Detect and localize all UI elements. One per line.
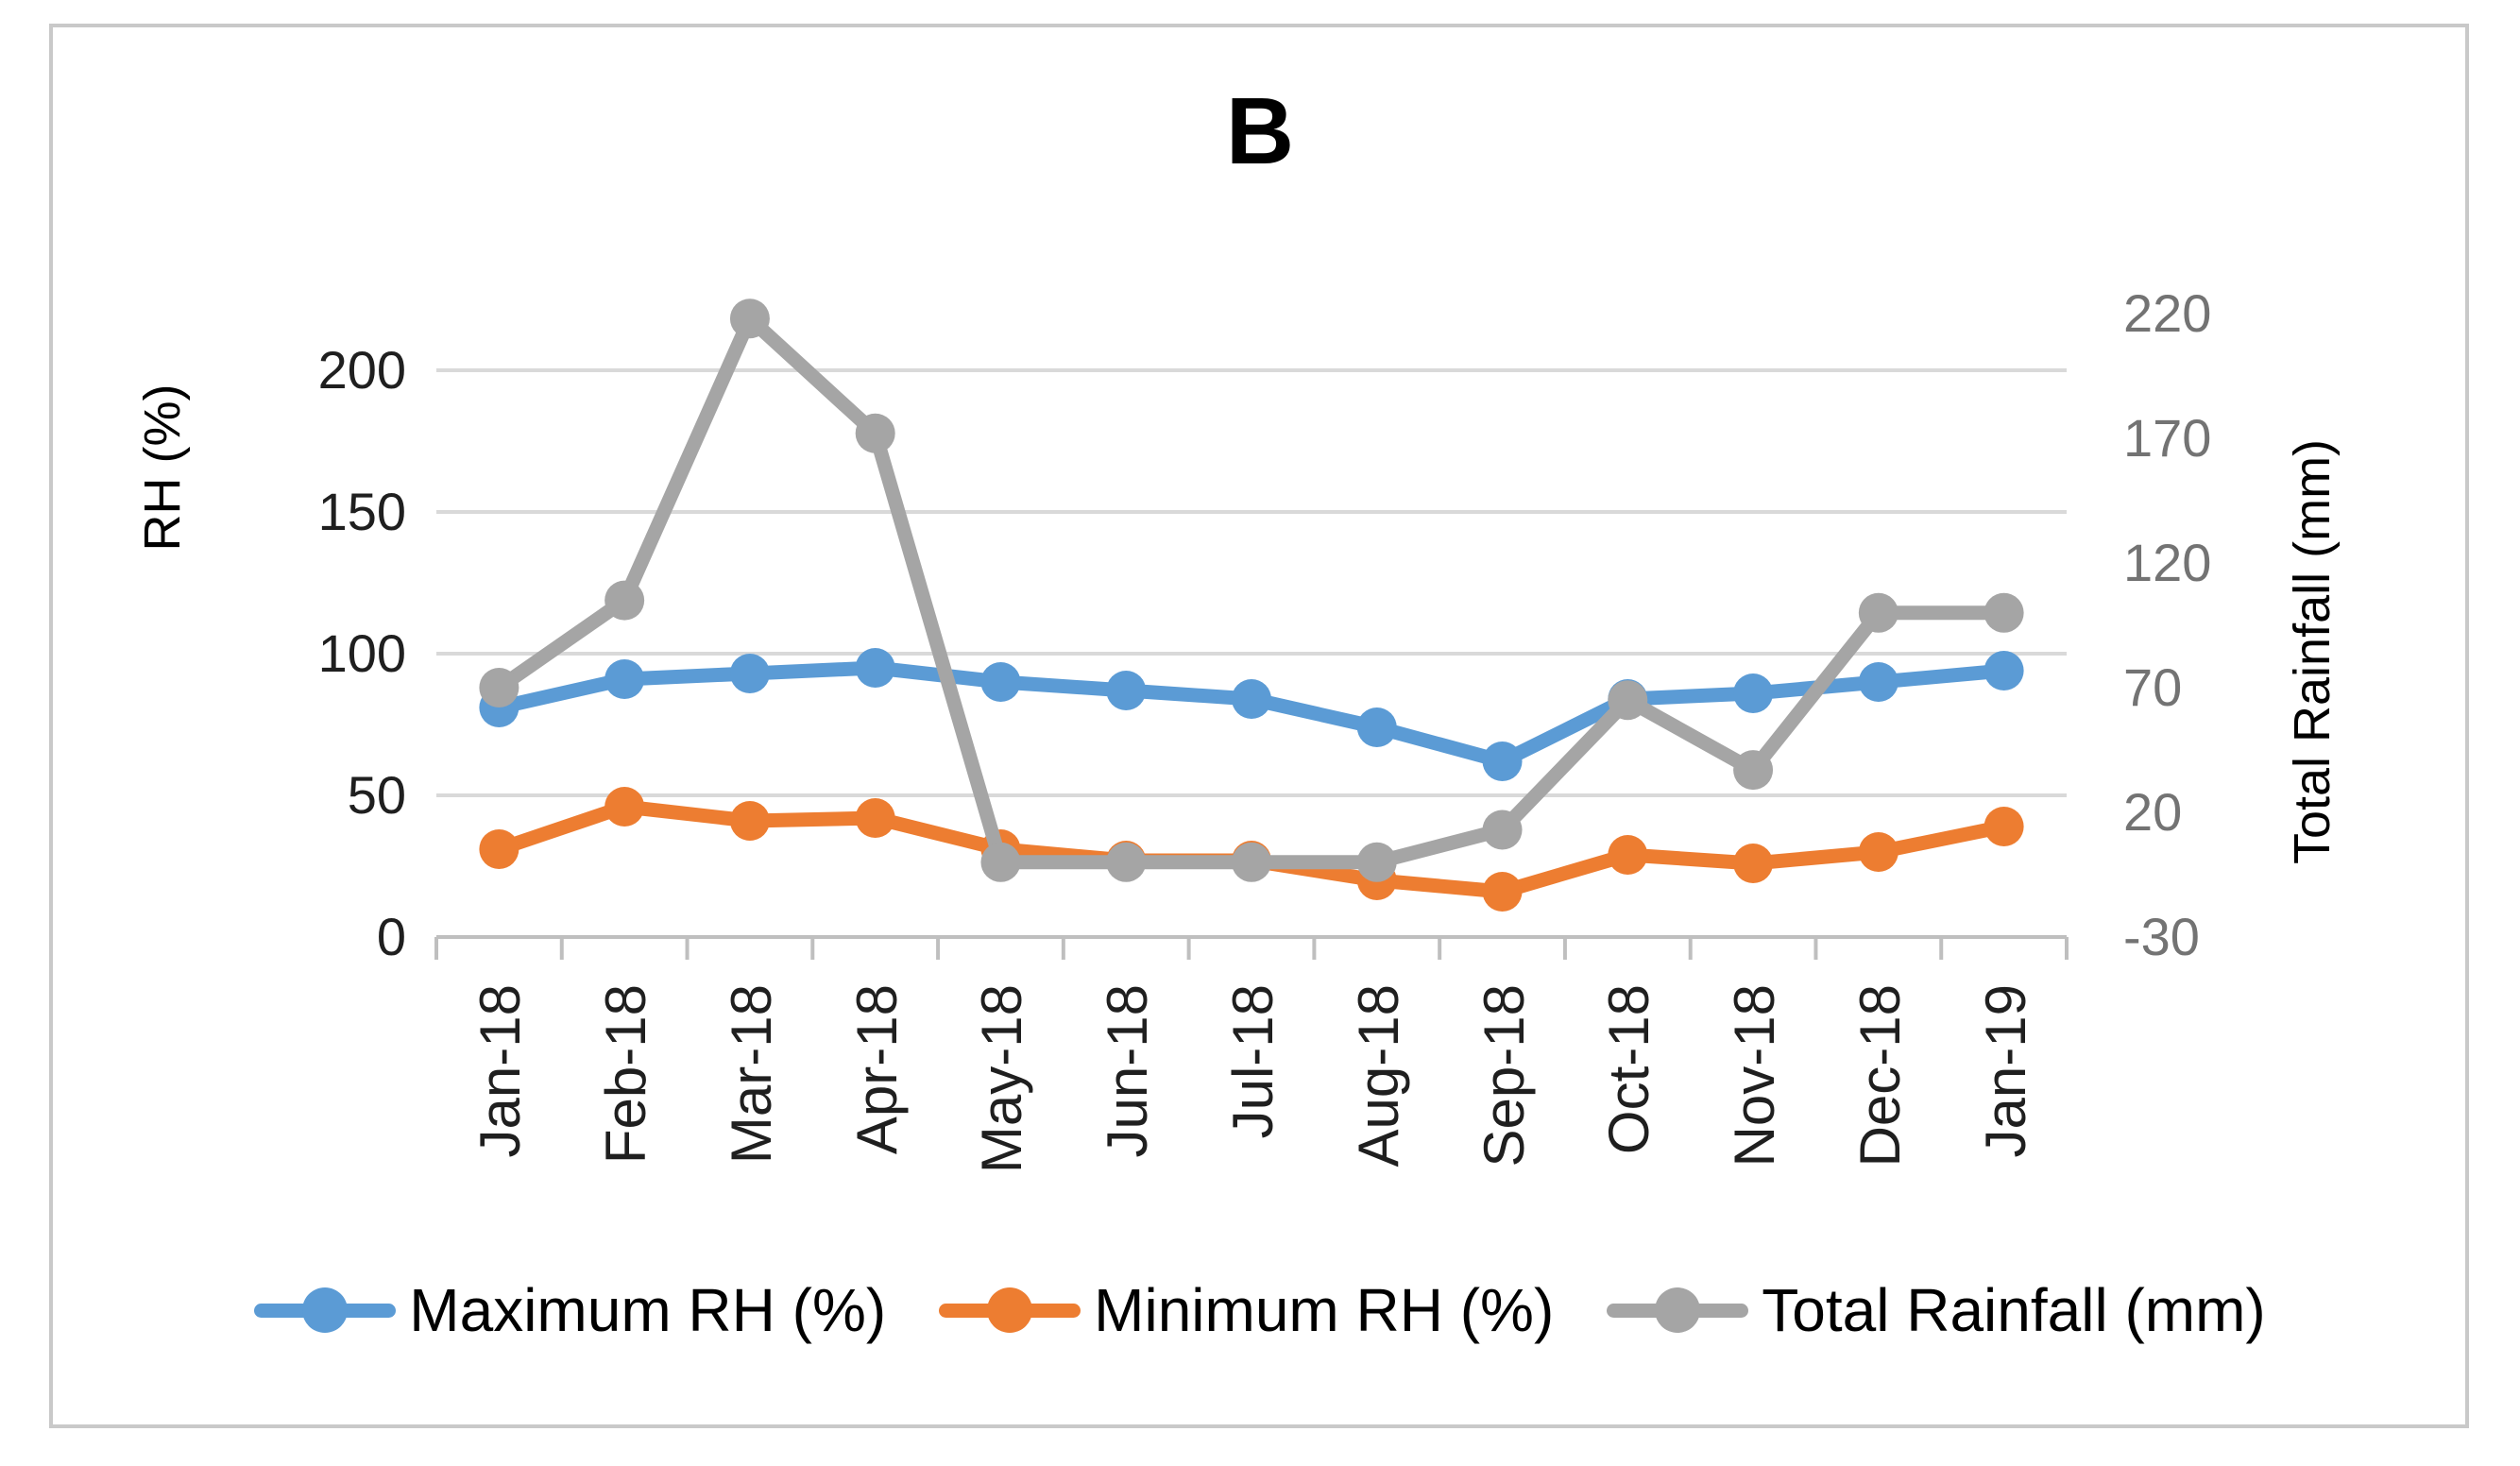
legend-item: Total Rainfall (mm) bbox=[1607, 1276, 2266, 1344]
data-point bbox=[1232, 679, 1271, 719]
data-point bbox=[1106, 671, 1147, 710]
legend-item: Minimum RH (%) bbox=[939, 1277, 1554, 1343]
data-point bbox=[1356, 707, 1397, 747]
data-point bbox=[1733, 750, 1774, 791]
x-category-label: Jul-18 bbox=[1221, 984, 1285, 1139]
data-point bbox=[729, 654, 770, 693]
data-point bbox=[1608, 680, 1648, 721]
data-point bbox=[1984, 592, 2024, 633]
data-point bbox=[729, 801, 770, 841]
x-category-label: Jan-18 bbox=[468, 984, 533, 1158]
x-category-label: Dec-18 bbox=[1847, 984, 1912, 1168]
legend-dot-icon bbox=[302, 1287, 349, 1333]
data-point bbox=[855, 798, 895, 838]
data-point bbox=[1482, 872, 1523, 912]
data-point bbox=[479, 829, 519, 869]
right-axis-title: Total Rainfall (mm) bbox=[2284, 438, 2341, 865]
data-point bbox=[1858, 662, 1899, 702]
x-category-label: May-18 bbox=[970, 984, 1034, 1174]
data-point bbox=[1106, 842, 1147, 882]
series-line-total-rainfall-mm bbox=[491, 311, 2012, 870]
data-point bbox=[980, 662, 1021, 702]
y-tick-label-right: -30 bbox=[2123, 907, 2200, 966]
left-axis-title: RH (%) bbox=[134, 384, 191, 552]
data-point bbox=[1232, 842, 1271, 882]
x-category-label: Aug-18 bbox=[1346, 984, 1410, 1168]
x-category-label: Jan-19 bbox=[1973, 984, 2037, 1158]
data-point bbox=[729, 298, 770, 339]
y-tick-label-left: 0 bbox=[376, 907, 406, 966]
y-tick-label-left: 50 bbox=[347, 765, 406, 825]
y-tick-label-right: 120 bbox=[2123, 533, 2212, 592]
legend: Maximum RH (%) Minimum RH (%) Total Rainfa… bbox=[0, 1277, 2520, 1343]
data-point bbox=[855, 413, 895, 453]
y-tick-label-left: 100 bbox=[317, 623, 406, 683]
data-point bbox=[1733, 844, 1774, 883]
y-tick-label-right: 20 bbox=[2123, 782, 2183, 842]
legend-line-marker-icon bbox=[939, 1287, 1081, 1333]
x-category-label: Mar-18 bbox=[719, 984, 783, 1165]
y-tick-label-right: 70 bbox=[2123, 657, 2183, 717]
y-tick-label-right: 170 bbox=[2123, 408, 2212, 468]
data-point bbox=[604, 787, 645, 827]
data-point bbox=[604, 580, 645, 621]
data-point bbox=[1608, 835, 1648, 875]
legend-line-marker-icon bbox=[1607, 1287, 1749, 1333]
data-point bbox=[479, 668, 519, 707]
chart-title: B bbox=[1225, 78, 1295, 184]
data-point bbox=[1858, 592, 1899, 633]
data-point bbox=[855, 648, 895, 688]
y-tick-label-left: 150 bbox=[317, 482, 406, 541]
data-point bbox=[1356, 842, 1397, 882]
data-point bbox=[1733, 673, 1774, 713]
x-category-label: Nov-18 bbox=[1723, 984, 1787, 1168]
data-point bbox=[1482, 742, 1523, 781]
data-point bbox=[1984, 651, 2024, 690]
x-category-label: Sep-18 bbox=[1472, 984, 1536, 1168]
data-point bbox=[604, 659, 645, 699]
legend-item: Maximum RH (%) bbox=[254, 1277, 886, 1343]
legend-label: Total Rainfall (mm) bbox=[1762, 1276, 2266, 1344]
data-point bbox=[1858, 832, 1899, 872]
legend-dot-icon bbox=[987, 1287, 1033, 1333]
x-category-label: Apr-18 bbox=[844, 984, 909, 1155]
y-tick-label-right: 220 bbox=[2123, 283, 2212, 343]
data-point bbox=[980, 842, 1021, 882]
legend-label: Maximum RH (%) bbox=[409, 1276, 887, 1344]
x-category-label: Oct-18 bbox=[1597, 984, 1661, 1155]
legend-label: Minimum RH (%) bbox=[1094, 1276, 1555, 1344]
x-category-label: Feb-18 bbox=[594, 984, 658, 1165]
x-category-label: Jun-18 bbox=[1096, 984, 1160, 1158]
data-point bbox=[1984, 807, 2024, 846]
chart-frame bbox=[49, 24, 2469, 1428]
legend-dot-icon bbox=[1655, 1287, 1701, 1333]
y-tick-label-left: 200 bbox=[317, 340, 406, 400]
data-point bbox=[1482, 810, 1523, 850]
legend-line-marker-icon bbox=[254, 1287, 397, 1333]
